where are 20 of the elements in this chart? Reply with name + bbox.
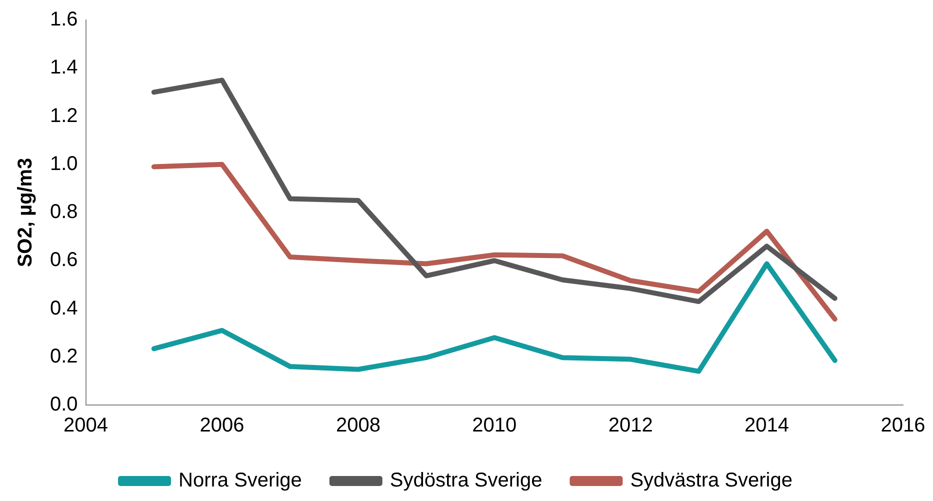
y-tick-label: 0.2 xyxy=(50,345,78,368)
legend-label: Sydöstra Sverige xyxy=(390,470,542,492)
y-tick-label: 1.2 xyxy=(50,104,78,127)
legend-label: Sydvästra Sverige xyxy=(630,470,792,492)
y-tick-label: 0.0 xyxy=(50,394,78,416)
y-tick-label: 0.6 xyxy=(50,249,78,272)
y-tick-label: 0.4 xyxy=(50,297,78,320)
x-tick-label: 2012 xyxy=(608,414,653,437)
x-tick-label: 2004 xyxy=(64,414,108,437)
y-axis-title: SO2, µg/m3 xyxy=(14,158,37,268)
x-tick-label: 2010 xyxy=(472,414,517,437)
y-tick-label: 1.6 xyxy=(50,8,78,31)
y-tick-label: 1.4 xyxy=(50,56,78,79)
legend-label: Norra Sverige xyxy=(178,470,302,492)
x-tick-label: 2008 xyxy=(336,414,380,437)
x-tick-label: 2016 xyxy=(880,414,926,437)
x-tick-label: 2006 xyxy=(200,414,244,437)
x-tick-label: 2014 xyxy=(744,414,790,437)
y-tick-label: 1.0 xyxy=(50,152,78,175)
y-tick-label: 0.8 xyxy=(50,201,78,224)
